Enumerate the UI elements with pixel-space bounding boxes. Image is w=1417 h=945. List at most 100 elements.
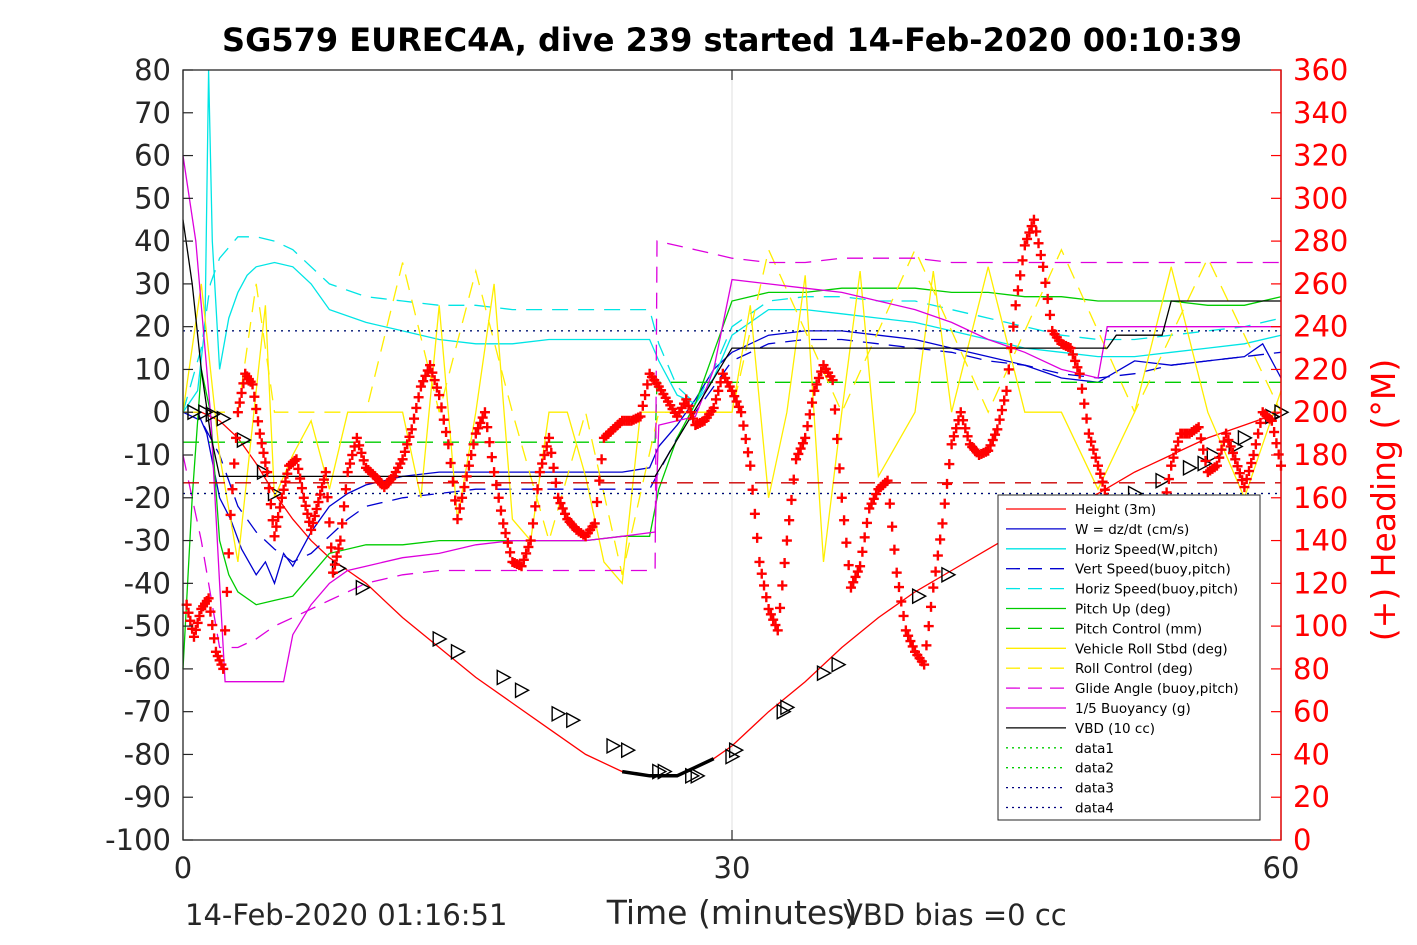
heading-marker — [188, 631, 199, 642]
heading-marker — [1035, 250, 1046, 261]
heading-marker — [733, 401, 744, 412]
heading-marker — [1012, 285, 1023, 296]
heading-marker — [955, 407, 966, 418]
triangle-marker — [1182, 459, 1198, 477]
heading-marker — [441, 427, 452, 438]
heading-marker — [1168, 452, 1179, 463]
heading-marker — [882, 475, 893, 486]
y-tick-label: 30 — [134, 267, 171, 301]
heading-marker — [1072, 362, 1083, 373]
legend-label: Vehicle Roll Stbd (deg) — [1075, 641, 1228, 657]
series-layer — [182, 69, 1282, 778]
heading-marker — [1008, 321, 1019, 332]
heading-marker — [829, 404, 840, 415]
heading-marker — [502, 537, 513, 548]
heading-marker — [443, 439, 454, 450]
heading-marker — [227, 484, 238, 495]
heading-marker — [781, 535, 792, 546]
y2-tick-label: 260 — [1293, 267, 1348, 301]
y-tick-label: -20 — [124, 481, 171, 515]
heading-marker — [898, 610, 909, 621]
heading-marker — [809, 385, 820, 396]
heading-marker — [793, 448, 804, 459]
heading-marker — [306, 524, 317, 535]
heading-marker — [1253, 428, 1264, 439]
heading-marker — [928, 582, 939, 593]
heading-marker — [322, 492, 333, 503]
heading-marker — [1038, 261, 1049, 272]
footer-timestamp: 14-Feb-2020 01:16:51 — [185, 898, 508, 932]
triangle-marker — [355, 579, 371, 596]
heading-marker — [258, 447, 269, 458]
heading-marker — [1223, 435, 1234, 446]
heading-marker — [457, 492, 468, 503]
height-bottom-segment — [621, 757, 715, 778]
heading-marker — [738, 420, 749, 431]
heading-marker — [358, 455, 369, 466]
heading-marker — [765, 609, 776, 620]
heading-marker — [1227, 447, 1238, 458]
heading-marker — [845, 582, 856, 593]
heading-marker — [813, 373, 824, 383]
heading-marker — [267, 515, 278, 526]
triangle-marker — [1155, 472, 1171, 489]
heading-marker — [891, 567, 902, 578]
heading-marker — [1271, 438, 1282, 449]
heading-marker — [516, 561, 527, 572]
heading-marker — [491, 479, 502, 490]
y-tick-label: 20 — [134, 310, 171, 344]
legend-label: Vert Speed(buoy,pitch) — [1075, 562, 1231, 578]
heading-marker — [884, 498, 895, 509]
triangle-marker — [816, 664, 832, 682]
heading-marker — [234, 397, 245, 408]
heading-marker — [450, 495, 461, 506]
heading-marker — [1010, 300, 1021, 311]
triangle-marker — [551, 705, 567, 722]
heading-marker — [999, 395, 1010, 406]
heading-marker — [850, 571, 861, 582]
heading-marker — [436, 402, 447, 413]
heading-marker — [344, 458, 355, 469]
heading-marker — [727, 385, 737, 396]
heading-marker — [351, 432, 362, 443]
heading-marker — [921, 640, 932, 651]
y-tick-label: 10 — [134, 352, 171, 386]
y-tick-label: -40 — [124, 566, 171, 600]
heading-marker — [1234, 468, 1245, 479]
heading-marker — [1076, 383, 1087, 394]
y2-tick-label: 340 — [1293, 96, 1348, 130]
y-tick-label: 40 — [134, 224, 171, 258]
heading-marker — [438, 414, 449, 425]
heading-marker — [1239, 482, 1250, 493]
heading-marker — [1200, 455, 1211, 466]
heading-marker — [685, 407, 696, 418]
heading-marker — [557, 503, 568, 514]
heading-marker — [546, 447, 557, 458]
heading-marker — [420, 370, 431, 381]
heading-marker — [548, 462, 559, 473]
heading-marker — [532, 484, 543, 495]
legend-label: 1/5 Buoyancy (g) — [1075, 701, 1191, 717]
heading-marker — [1088, 444, 1099, 455]
heading-marker — [708, 402, 719, 413]
heading-marker — [596, 454, 607, 465]
heading-marker — [356, 447, 367, 458]
heading-marker — [274, 502, 285, 513]
heading-marker — [951, 423, 962, 434]
heading-marker — [477, 412, 488, 423]
heading-marker — [784, 515, 795, 526]
heading-marker — [939, 498, 950, 509]
heading-marker — [779, 558, 790, 569]
heading-marker — [958, 415, 969, 426]
heading-marker — [1232, 461, 1243, 472]
heading-marker — [635, 411, 646, 422]
legend-label: Height (3m) — [1075, 502, 1156, 518]
heading-marker — [335, 535, 346, 546]
triangle-marker — [1237, 429, 1253, 447]
heading-marker — [479, 407, 490, 418]
heading-marker — [736, 407, 747, 418]
heading-marker — [271, 521, 282, 532]
series-line-7 — [182, 266, 1282, 585]
heading-marker — [399, 446, 410, 457]
